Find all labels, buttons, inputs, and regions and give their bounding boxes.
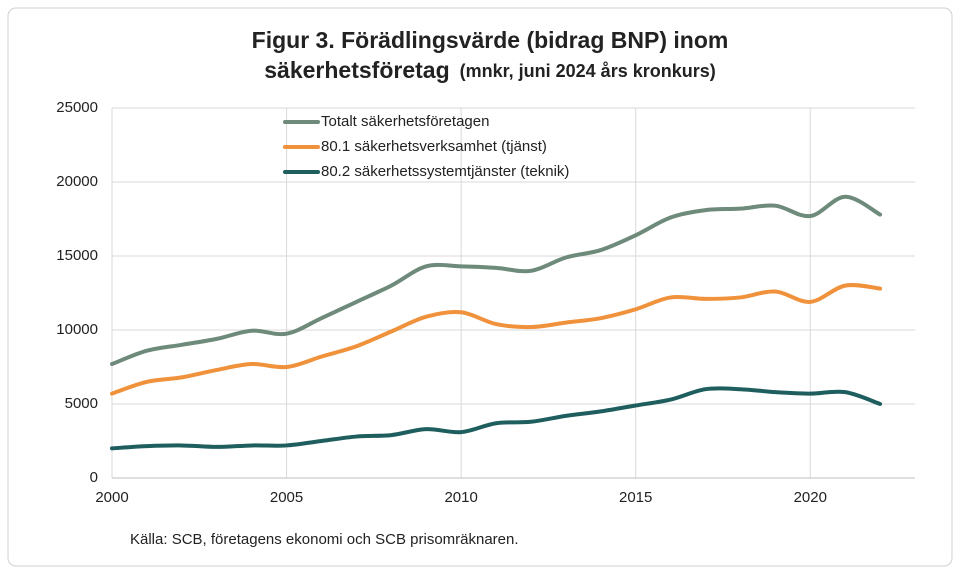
chart-title: säkerhetsföretag bbox=[264, 57, 449, 83]
x-tick-label: 2005 bbox=[270, 489, 303, 506]
chart-subtitle: (mnkr, juni 2024 års kronkurs) bbox=[460, 61, 716, 81]
x-tick-label: 2000 bbox=[95, 489, 128, 506]
y-tick-label: 15000 bbox=[56, 247, 98, 264]
chart-frame bbox=[7, 7, 953, 567]
y-tick-label: 20000 bbox=[56, 173, 98, 190]
legend-label: 80.2 säkerhetssystemtjänster (teknik) bbox=[321, 163, 569, 180]
data-line bbox=[110, 386, 883, 451]
legend-label: 80.1 säkerhetsverksamhet (tjänst) bbox=[321, 138, 547, 155]
y-tick-label: 10000 bbox=[56, 321, 98, 338]
legend-label: Totalt säkerhetsföretagen bbox=[321, 113, 489, 130]
data-line bbox=[110, 194, 883, 367]
x-tick-label: 2015 bbox=[619, 489, 652, 506]
source-note: Källa: SCB, företagens ekonomi och SCB p… bbox=[130, 531, 519, 548]
chart-title: Figur 3. Förädlingsvärde (bidrag BNP) in… bbox=[252, 27, 729, 53]
y-tick-label: 5000 bbox=[65, 395, 98, 412]
x-tick-label: 2020 bbox=[794, 489, 827, 506]
y-tick-label: 0 bbox=[90, 469, 98, 486]
chart-title-line2: säkerhetsföretag (mnkr, juni 2024 års kro… bbox=[264, 57, 715, 83]
data-line bbox=[110, 283, 883, 396]
y-tick-label: 25000 bbox=[56, 99, 98, 116]
x-tick-label: 2010 bbox=[444, 489, 477, 506]
